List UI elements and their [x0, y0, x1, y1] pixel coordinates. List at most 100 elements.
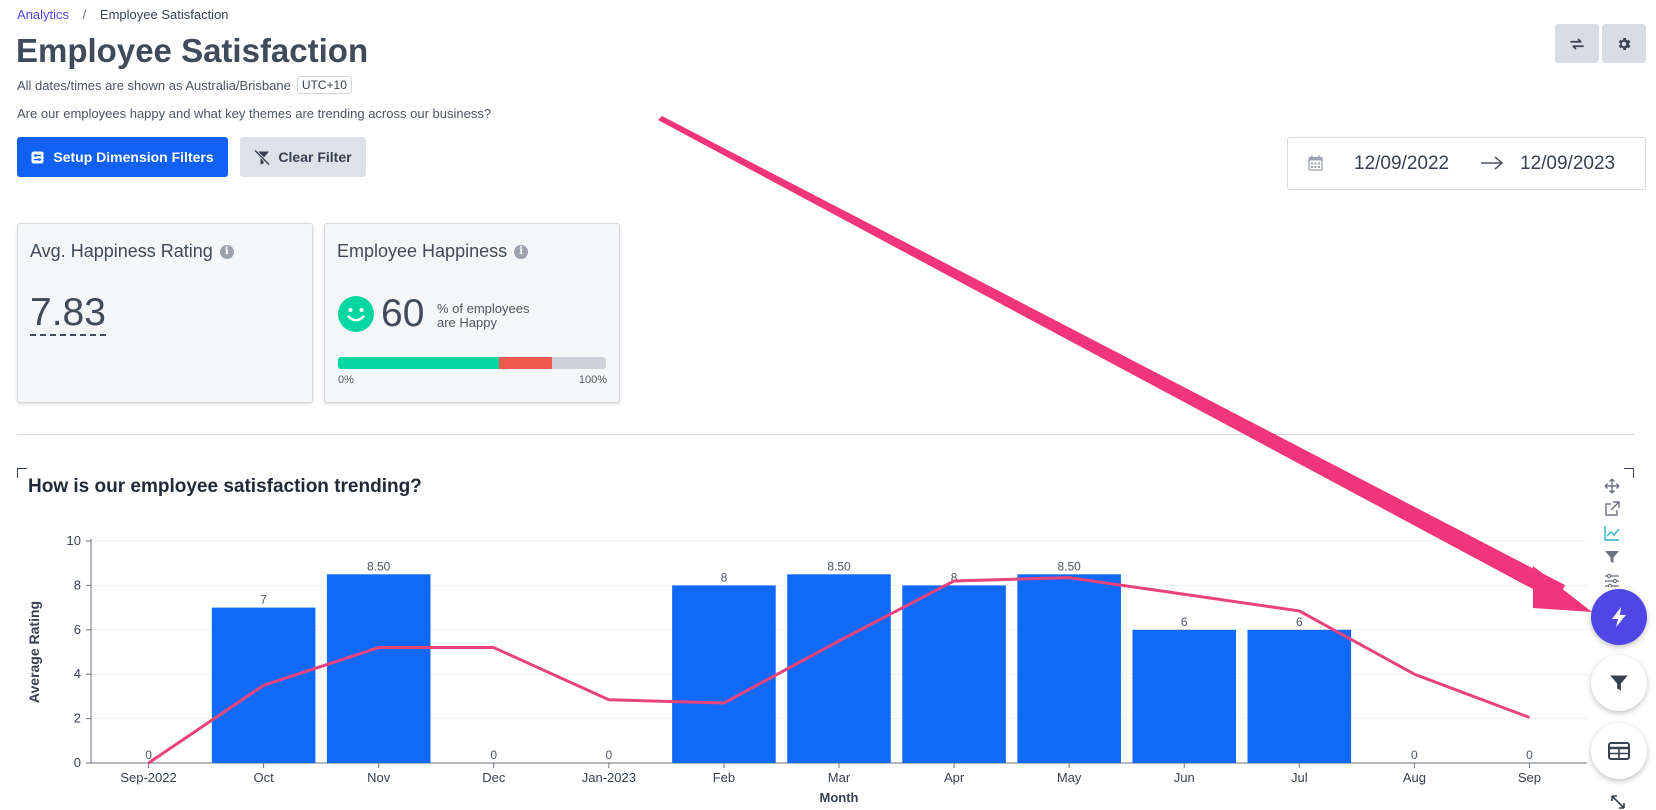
avg-happiness-value[interactable]: 7.83	[30, 291, 106, 336]
employee-happiness-value: 60	[381, 292, 425, 335]
x-tick-label: Jan-2023	[582, 770, 636, 785]
refresh-icon	[1570, 38, 1584, 49]
x-tick-label: Sep	[1518, 770, 1541, 785]
employee-happiness-card: Employee Happiness i 60 % of employees a…	[324, 223, 620, 403]
x-tick-label: Dec	[482, 770, 506, 785]
avg-happiness-card: Avg. Happiness Rating i 7.83	[17, 223, 313, 403]
bar	[672, 585, 776, 763]
avg-happiness-title: Avg. Happiness Rating	[30, 241, 213, 261]
bar-value-label: 0	[1526, 748, 1533, 762]
progress-segment-3	[552, 357, 606, 369]
happiness-progress-bar	[338, 357, 606, 369]
smiley-face-icon	[338, 296, 374, 332]
y-tick-label: 6	[74, 622, 81, 637]
gear-icon	[1618, 37, 1631, 50]
clear-filter-button[interactable]: Clear Filter	[240, 137, 366, 177]
refresh-button[interactable]	[1555, 24, 1599, 63]
sliders-icon[interactable]	[1604, 573, 1620, 587]
filter-settings-icon	[31, 150, 44, 164]
progress-min-label: 0%	[338, 374, 354, 386]
x-tick-label: Apr	[944, 770, 965, 785]
timezone-info: All dates/times are shown as Australia/B…	[17, 76, 352, 94]
filter-icon	[1610, 675, 1628, 691]
chart-title: How is our employee satisfaction trendin…	[28, 476, 422, 497]
calendar-icon	[1308, 155, 1323, 171]
bar-value-label: 0	[606, 748, 613, 762]
bar-value-label: 0	[145, 748, 152, 762]
info-icon[interactable]: i	[514, 244, 529, 259]
panel-corner-top-left	[17, 468, 27, 478]
bar-value-label: 6	[1296, 615, 1303, 629]
external-link-icon[interactable]	[1604, 501, 1620, 517]
table-view-button[interactable]	[1591, 723, 1647, 779]
bar	[1247, 629, 1352, 763]
breadcrumb: Analytics / Employee Satisfaction	[17, 7, 229, 22]
page-title: Employee Satisfaction	[16, 32, 369, 69]
bar-value-label: 8.50	[1057, 559, 1081, 573]
resize-icon[interactable]	[1610, 794, 1626, 810]
bar	[787, 574, 891, 763]
avg-happiness-title-row: Avg. Happiness Rating i	[30, 241, 234, 262]
breadcrumb-current: Employee Satisfaction	[99, 7, 229, 22]
date-end[interactable]: 12/09/2023	[1520, 153, 1616, 174]
progress-segment-1	[338, 357, 499, 369]
y-tick-label: 4	[74, 666, 81, 681]
clear-filter-label: Clear Filter	[278, 149, 352, 165]
bar-value-label: 7	[260, 593, 267, 607]
page-description: Are our employees happy and what key the…	[17, 106, 492, 121]
x-tick-label: May	[1057, 770, 1082, 785]
arrow-right-icon	[1481, 156, 1504, 170]
setup-dimension-filters-label: Setup Dimension Filters	[53, 149, 214, 165]
employee-happiness-title-row: Employee Happiness i	[337, 241, 529, 262]
panel-corner-top-right	[1624, 468, 1634, 478]
breadcrumb-analytics-link[interactable]: Analytics	[17, 7, 70, 22]
x-tick-label: Feb	[713, 770, 735, 785]
bar-value-label: 8.50	[367, 559, 391, 573]
table-icon	[1608, 742, 1630, 760]
bar-value-label: 8.50	[827, 559, 851, 573]
x-tick-label: Aug	[1403, 770, 1426, 785]
breadcrumb-separator: /	[82, 7, 87, 22]
info-icon[interactable]: i	[219, 244, 234, 259]
y-tick-label: 10	[67, 533, 81, 548]
section-divider	[17, 434, 1634, 435]
lightning-icon	[1612, 607, 1626, 627]
timezone-badge: UTC+10	[296, 76, 352, 94]
employee-happiness-unit: % of employees are Happy	[437, 302, 530, 330]
employee-happiness-unit-line1: % of employees	[437, 301, 530, 316]
bar	[1017, 574, 1121, 763]
date-start[interactable]: 12/09/2022	[1354, 153, 1450, 174]
setup-dimension-filters-button[interactable]: Setup Dimension Filters	[17, 137, 228, 177]
bar-value-label: 0	[1411, 748, 1418, 762]
x-tick-label: Jun	[1174, 770, 1195, 785]
y-axis-title: Average Rating	[26, 601, 42, 703]
quick-action-button[interactable]	[1591, 589, 1647, 645]
filter-off-icon	[254, 149, 271, 165]
y-tick-label: 2	[74, 711, 81, 726]
settings-button[interactable]	[1602, 24, 1646, 63]
bar-value-label: 8	[721, 570, 728, 584]
bar-value-label: 6	[1181, 615, 1188, 629]
filter-icon[interactable]	[1604, 549, 1620, 565]
trend-line	[147, 576, 1530, 765]
y-tick-label: 8	[74, 577, 81, 592]
y-tick-label: 0	[74, 755, 81, 770]
x-axis-title: Month	[820, 790, 859, 805]
bar	[1132, 629, 1237, 763]
line-chart-icon[interactable]	[1604, 525, 1620, 541]
progress-max-label: 100%	[578, 374, 607, 386]
bar-value-label: 0	[490, 748, 497, 762]
timezone-text: All dates/times are shown as Australia/B…	[17, 77, 291, 93]
move-icon[interactable]	[1604, 478, 1620, 494]
employee-happiness-unit-line2: are Happy	[437, 315, 497, 330]
employee-happiness-title: Employee Happiness	[337, 241, 508, 261]
filter-fab-button[interactable]	[1591, 655, 1647, 711]
date-range-picker[interactable]: 12/09/2022 12/09/2023	[1287, 137, 1646, 190]
bar	[326, 574, 431, 763]
bar	[902, 585, 1006, 763]
progress-segment-2	[498, 357, 553, 369]
x-tick-label: Jul	[1291, 770, 1308, 785]
x-tick-label: Sep-2022	[120, 770, 176, 785]
x-tick-label: Mar	[828, 770, 851, 785]
